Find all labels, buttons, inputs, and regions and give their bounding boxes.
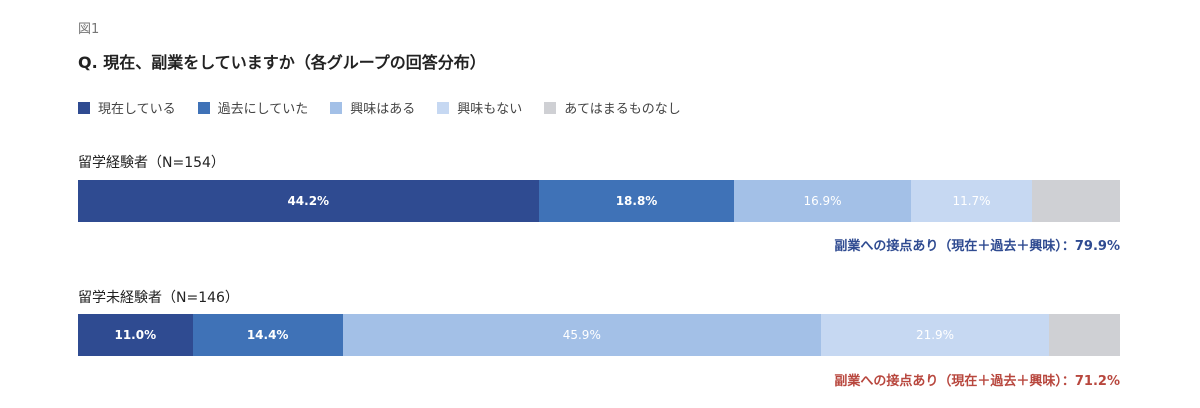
bar-segment-interested: 45.9% (342, 314, 821, 356)
bar-study-abroad: 44.2% 18.8% 16.9% 11.7% (78, 180, 1120, 222)
legend-label: 興味はある (350, 102, 416, 117)
legend-item-past: 過去にしていた (197, 98, 309, 117)
data-label: 44.2% (287, 194, 330, 208)
legend-swatch (78, 101, 90, 114)
legend-item-interested: 興味はある (330, 98, 415, 117)
bar-no-study-abroad: 11.0% 14.4% 45.9% 21.9% (78, 314, 1120, 356)
legend-label: 興味もない (457, 102, 523, 117)
legend-label: あてはまるものなし (564, 102, 681, 117)
chart-title: Q. 現在、副業をしていますか（各グループの回答分布） (78, 53, 486, 72)
bar-segment-none (1032, 180, 1120, 222)
legend-swatch (330, 101, 343, 114)
legend-item-none: あてはまるものなし (544, 98, 681, 117)
data-label: 11.0% (114, 328, 157, 342)
bar-segment-past: 14.4% (192, 314, 343, 356)
summary-no-study-abroad: 副業への接点あり（現在＋過去＋興味）：71.2% (834, 374, 1120, 389)
chart-legend: 現在している 過去にしていた 興味はある 興味もない あてはまるものなし (78, 98, 681, 117)
bar-segment-current: 11.0% (78, 314, 193, 356)
legend-item-not-interested: 興味もない (437, 98, 522, 117)
data-label: 16.9% (803, 194, 842, 208)
bar-segment-current: 44.2% (78, 180, 539, 222)
bar-segment-not-interested: 11.7% (910, 180, 1033, 222)
figure-label: 図1 (78, 22, 100, 37)
summary-study-abroad: 副業への接点あり（現在＋過去＋興味）：79.9% (834, 239, 1120, 254)
data-label: 14.4% (246, 328, 289, 342)
group-label-study-abroad: 留学経験者（N=154） (78, 155, 225, 171)
legend-label: 過去にしていた (217, 102, 309, 117)
legend-swatch (197, 101, 210, 114)
data-label: 11.7% (952, 194, 991, 208)
group-label-no-study-abroad: 留学未経験者（N=146） (78, 290, 239, 306)
data-label: 18.8% (615, 194, 658, 208)
data-label: 21.9% (915, 328, 955, 342)
legend-label: 現在している (98, 102, 176, 117)
legend-item-current: 現在している (78, 98, 176, 117)
data-label: 45.9% (562, 328, 601, 342)
bar-segment-interested: 16.9% (734, 180, 911, 222)
bar-segment-not-interested: 21.9% (820, 314, 1050, 356)
bar-segment-none (1049, 314, 1120, 356)
legend-swatch (544, 101, 557, 114)
bar-segment-past: 18.8% (538, 180, 735, 222)
legend-swatch (437, 101, 450, 114)
